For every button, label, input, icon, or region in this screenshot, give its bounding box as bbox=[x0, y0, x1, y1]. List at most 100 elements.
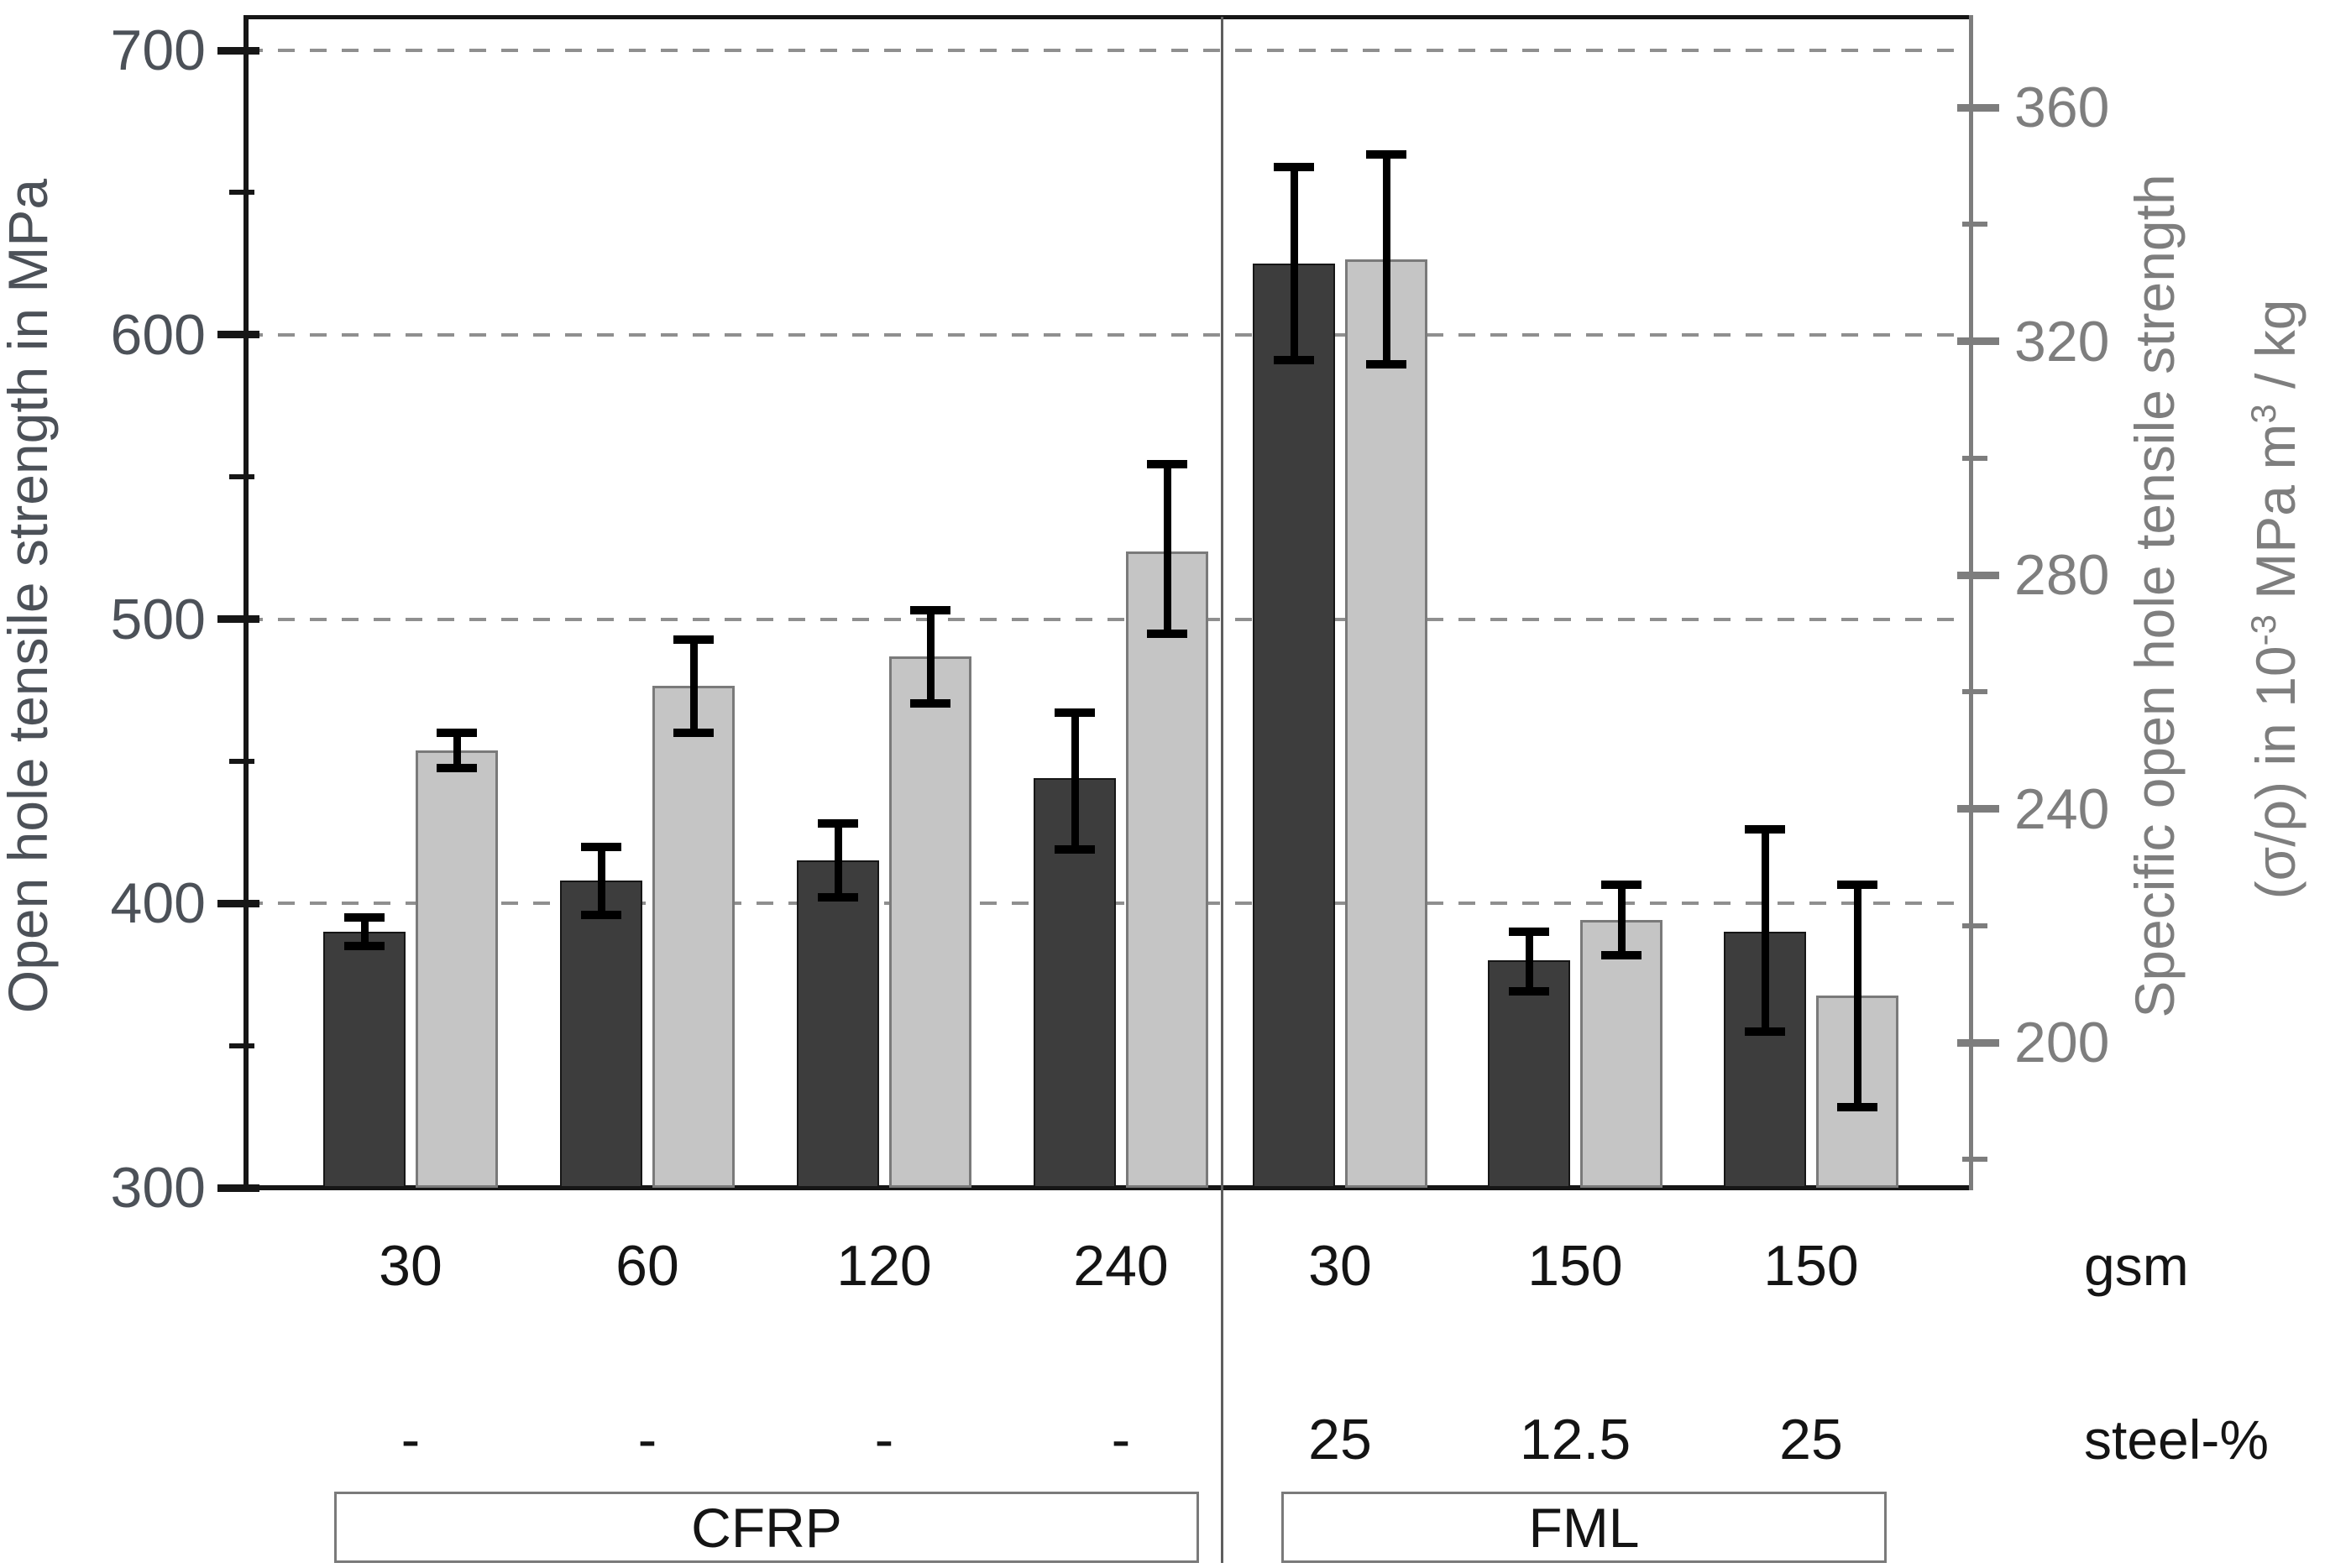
x-label-steel-3: - bbox=[1111, 1408, 1131, 1471]
errorbar-stem-left-5 bbox=[1525, 932, 1533, 992]
errorbar-cap-bottom-right-5 bbox=[1601, 950, 1642, 959]
errorbar-cap-bottom-right-0 bbox=[437, 763, 477, 772]
right-axis-minor-tick-220 bbox=[1962, 923, 1987, 928]
left-axis-major-tick-400 bbox=[217, 899, 259, 907]
errorbar-cap-bottom-right-6 bbox=[1837, 1102, 1877, 1111]
x-axis-line bbox=[243, 1185, 1973, 1190]
x-label-steel-5: 12.5 bbox=[1519, 1408, 1631, 1471]
x-label-gsm-0: 30 bbox=[379, 1234, 442, 1298]
errorbar-stem-left-1 bbox=[597, 846, 605, 915]
right-axis-major-tick-360 bbox=[1957, 103, 1999, 112]
right-axis-line bbox=[1969, 15, 1973, 1190]
x-label-gsm-6: 150 bbox=[1763, 1234, 1859, 1298]
x-axis-unit-steel-percent: steel-% bbox=[2084, 1409, 2270, 1471]
errorbar-cap-bottom-left-6 bbox=[1745, 1027, 1785, 1036]
left-axis-major-tick-300 bbox=[217, 1184, 259, 1192]
errorbar-cap-bottom-left-5 bbox=[1509, 987, 1549, 996]
errorbar-stem-right-5 bbox=[1617, 885, 1626, 955]
errorbar-stem-right-0 bbox=[453, 732, 461, 768]
x-label-steel-0: - bbox=[401, 1408, 421, 1471]
errorbar-cap-top-left-2 bbox=[818, 819, 858, 828]
right-axis-title-line2-mid: MPa m bbox=[2244, 423, 2306, 615]
errorbar-cap-bottom-left-4 bbox=[1274, 356, 1314, 365]
left-axis-label-500: 500 bbox=[110, 587, 206, 651]
left-axis-major-tick-500 bbox=[217, 615, 259, 623]
errorbar-stem-right-6 bbox=[1853, 885, 1861, 1107]
errorbar-cap-top-left-4 bbox=[1274, 162, 1314, 171]
errorbar-stem-left-6 bbox=[1761, 829, 1769, 1032]
bar-specific-5 bbox=[1580, 919, 1662, 1188]
x-label-steel-4: 25 bbox=[1308, 1408, 1372, 1471]
x-label-steel-1: - bbox=[637, 1408, 657, 1471]
left-axis-label-600: 600 bbox=[110, 302, 206, 367]
right-axis-title-line2-sup2: 3 bbox=[2244, 404, 2283, 424]
bar-specific-3 bbox=[1126, 551, 1208, 1188]
bar-oht-0 bbox=[323, 932, 406, 1188]
left-axis-minor-tick-350 bbox=[229, 1043, 254, 1048]
right-axis-title-line1: Specific open hole tensile strength bbox=[2123, 174, 2186, 1018]
left-axis-line bbox=[243, 15, 249, 1190]
left-axis-label-300: 300 bbox=[110, 1156, 206, 1220]
left-axis-major-tick-600 bbox=[217, 331, 259, 339]
errorbar-cap-bottom-left-1 bbox=[581, 910, 621, 919]
errorbar-cap-top-left-3 bbox=[1055, 708, 1095, 718]
right-axis-label-280: 280 bbox=[2014, 543, 2110, 607]
bar-specific-0 bbox=[416, 750, 498, 1188]
group-box-cfrp: CFRP bbox=[334, 1492, 1199, 1563]
right-axis-major-tick-240 bbox=[1957, 805, 1999, 813]
right-axis-title-line2-post: / kg bbox=[2244, 299, 2306, 405]
errorbar-cap-bottom-right-2 bbox=[910, 699, 950, 708]
x-label-gsm-3: 240 bbox=[1073, 1234, 1169, 1298]
errorbar-cap-top-right-5 bbox=[1601, 881, 1642, 889]
errorbar-cap-top-right-1 bbox=[673, 635, 714, 644]
x-label-gsm-2: 120 bbox=[836, 1234, 932, 1298]
group-divider-line bbox=[1221, 17, 1223, 1563]
errorbar-stem-right-4 bbox=[1382, 154, 1390, 365]
errorbar-stem-left-4 bbox=[1290, 166, 1298, 361]
errorbar-cap-top-right-6 bbox=[1837, 881, 1877, 889]
right-axis-label-360: 360 bbox=[2014, 76, 2110, 139]
right-axis-label-240: 240 bbox=[2014, 776, 2110, 841]
errorbar-cap-top-right-2 bbox=[910, 605, 950, 614]
left-axis-minor-tick-650 bbox=[229, 190, 254, 196]
group-box-label-fml: FML bbox=[1528, 1496, 1640, 1559]
errorbar-cap-top-left-5 bbox=[1509, 928, 1549, 937]
errorbar-stem-left-2 bbox=[834, 823, 842, 898]
bar-specific-1 bbox=[652, 686, 735, 1188]
right-axis-title-line2: (σ/ρ) in 10-3 MPa m3 / kg bbox=[2242, 0, 2312, 1355]
errorbar-cap-bottom-right-4 bbox=[1366, 360, 1406, 369]
x-label-gsm-5: 150 bbox=[1527, 1234, 1623, 1298]
right-axis-title-line2-pre: (σ/ρ) in 10 bbox=[2244, 645, 2306, 900]
x-label-gsm-4: 30 bbox=[1308, 1234, 1372, 1298]
plot-frame-top bbox=[246, 15, 1973, 19]
x-label-steel-2: - bbox=[874, 1408, 894, 1471]
right-axis-minor-tick-340 bbox=[1962, 222, 1987, 227]
right-axis-label-200: 200 bbox=[2014, 1011, 2110, 1074]
errorbar-stem-left-0 bbox=[360, 917, 369, 947]
right-axis-label-320: 320 bbox=[2014, 309, 2110, 374]
bar-specific-4 bbox=[1345, 259, 1427, 1188]
bar-oht-4 bbox=[1253, 264, 1335, 1188]
bar-oht-2 bbox=[797, 860, 879, 1188]
bar-oht-1 bbox=[560, 881, 642, 1188]
errorbar-cap-bottom-right-1 bbox=[673, 728, 714, 737]
gridline-700 bbox=[246, 49, 1971, 52]
gridline-600 bbox=[246, 332, 1971, 337]
errorbar-cap-top-right-3 bbox=[1147, 459, 1187, 468]
left-axis-minor-tick-450 bbox=[229, 758, 254, 764]
errorbar-cap-top-right-0 bbox=[437, 728, 477, 737]
errorbar-cap-top-right-4 bbox=[1366, 149, 1406, 159]
right-axis-major-tick-200 bbox=[1957, 1038, 1999, 1047]
right-axis-minor-tick-180 bbox=[1962, 1157, 1987, 1163]
errorbar-cap-top-left-0 bbox=[344, 913, 385, 923]
errorbar-cap-top-left-6 bbox=[1745, 825, 1785, 834]
right-axis-minor-tick-260 bbox=[1962, 689, 1987, 695]
right-axis-minor-tick-300 bbox=[1962, 455, 1987, 461]
errorbar-cap-bottom-right-3 bbox=[1147, 629, 1187, 638]
x-label-steel-6: 25 bbox=[1779, 1408, 1843, 1471]
errorbar-cap-bottom-left-2 bbox=[818, 893, 858, 902]
right-axis-major-tick-280 bbox=[1957, 571, 1999, 579]
x-label-gsm-1: 60 bbox=[615, 1234, 679, 1298]
left-axis-title: Open hole tensile strength in MPa bbox=[0, 178, 59, 1014]
